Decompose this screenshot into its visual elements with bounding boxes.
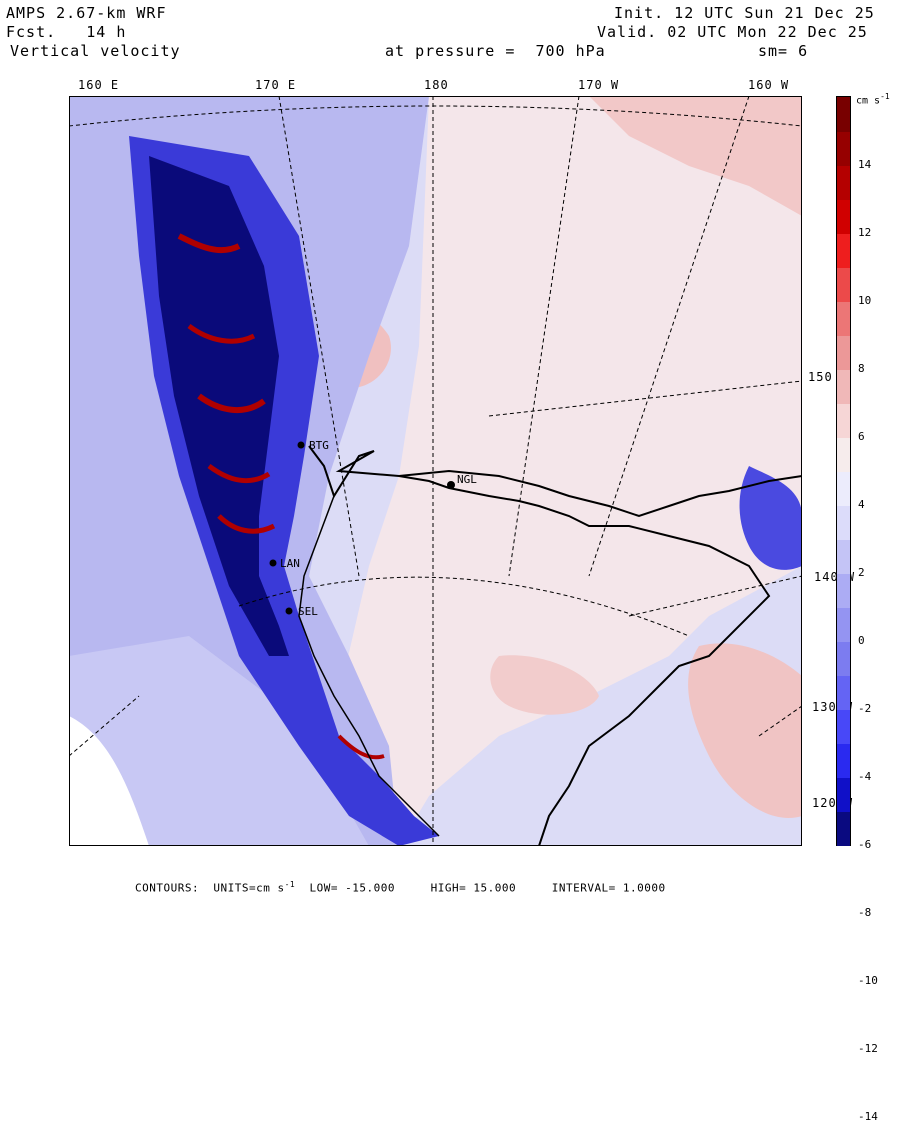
footer-high: HIGH= 15.000: [430, 881, 517, 895]
station-dot-sel: [285, 607, 293, 615]
coastline: [308, 445, 802, 518]
colorbar-unit-exp: -1: [880, 92, 890, 101]
colorbar-tick-label: -12: [858, 1042, 878, 1055]
colorbar-segment: [837, 573, 850, 608]
colorbar-tick-label: 4: [858, 498, 865, 511]
pressure-label: at pressure =: [385, 42, 516, 60]
land-white-southwest: [69, 716, 149, 846]
forecast-label: Fcst.: [6, 23, 57, 41]
colorbar-tick-label: -8: [858, 906, 872, 919]
colorbar-tick-label: 6: [858, 430, 865, 443]
east-edge-waves: [739, 466, 802, 570]
station-dot-lan: [269, 559, 277, 567]
ice-shelf-edge: [398, 475, 771, 846]
colorbar-segment: [837, 335, 850, 370]
colorbar-segment: [837, 607, 850, 642]
colorbar-segment: [837, 505, 850, 540]
field-name: Vertical velocity: [10, 42, 181, 60]
wave-crest-2: [187, 323, 256, 344]
station-label-btg: BTG: [309, 439, 329, 452]
forecast-value: 14 h: [86, 23, 127, 41]
lat-line-east-2: [628, 575, 802, 617]
positive-patch-south: [490, 655, 599, 715]
negative-region-southwest: [69, 636, 369, 846]
station-dot-btg: [297, 441, 305, 449]
model-title: AMPS 2.67-km WRF: [6, 4, 167, 22]
pressure-level: at pressure = 700 hPa: [385, 42, 606, 61]
footer: CONTOURS: UNITS=cm s-1 LOW= -15.000 HIGH…: [135, 880, 666, 895]
colorbar-segment: [837, 641, 850, 676]
colorbar-unit: cm s-1: [856, 92, 890, 106]
lon-label-160e: 160 E: [78, 78, 120, 92]
footer-units: UNITS=cm s: [213, 881, 285, 895]
colorbar-segment: [837, 709, 850, 744]
colorbar-tick-label: 12: [858, 226, 872, 239]
positive-region-north: [589, 96, 802, 216]
forecast-hour: Fcst. 14 h: [6, 23, 126, 42]
init-time: Init. 12 UTC Sun 21 Dec 25: [614, 4, 875, 22]
colorbar-tick-label: -6: [858, 838, 872, 851]
positive-patch-southeast: [688, 643, 802, 818]
positive-region-east: [319, 96, 802, 846]
footer-low: LOW= -15.000: [309, 881, 395, 895]
wave-crest-6: [337, 734, 385, 760]
lon-label-160w: 160 W: [748, 78, 790, 92]
colorbar-segment: [837, 743, 850, 778]
valid-time: Valid. 02 UTC Mon 22 Dec 25: [597, 23, 868, 41]
lat-line-east-1: [488, 380, 802, 417]
colorbar-tick-label: 0: [858, 634, 865, 647]
colorbar-segment: [837, 403, 850, 438]
colorbar-tick-label: -4: [858, 770, 872, 783]
colorbar-segment: [837, 131, 850, 166]
colorbar-unit-text: cm s: [856, 95, 881, 107]
map-frame: [69, 96, 802, 846]
colorbar-tick-label: -10: [858, 974, 878, 987]
colorbar-segment: [837, 267, 850, 302]
colorbar-segment: [837, 165, 850, 200]
lon-label-170w: 170 W: [578, 78, 620, 92]
station-label-lan: LAN: [280, 557, 300, 570]
footer-contours: CONTOURS:: [135, 881, 200, 895]
footer-interval: INTERVAL= 1.0000: [551, 881, 666, 895]
wave-crest-4: [207, 463, 271, 484]
colorbar-tick-label: 8: [858, 362, 865, 375]
lon-label-180: 180: [424, 78, 449, 92]
coast-transantarctic: [298, 495, 440, 837]
colorbar-segment: [837, 369, 850, 404]
colorbar-segment: [837, 675, 850, 710]
colorbar-tick-label: -2: [858, 702, 872, 715]
colorbar-segment: [837, 437, 850, 472]
lat-line-east-3: [758, 705, 802, 737]
wave-crest-5: [217, 514, 276, 534]
lat-circle-south: [238, 576, 690, 637]
colorbar-tick-label: -14: [858, 1110, 878, 1123]
colorbar-segment: [837, 777, 850, 812]
footer-units-exp: -1: [284, 880, 296, 889]
lon-label-170e: 170 E: [255, 78, 297, 92]
colorbar-tick-label: 2: [858, 566, 865, 579]
station-dot-ngl: [447, 481, 455, 489]
colorbar-tick-label: 10: [858, 294, 872, 307]
colorbar-tick-label: 14: [858, 158, 872, 171]
colorbar-segment: [837, 199, 850, 234]
lat-circle-north: [69, 105, 802, 127]
lat-line-southwest: [69, 695, 140, 757]
pressure-value: 700 hPa: [535, 42, 606, 60]
station-label-sel: SEL: [298, 605, 318, 618]
station-label-ngl: NGL: [457, 473, 477, 486]
wave-crest-1: [177, 233, 241, 254]
colorbar-segment: [837, 811, 850, 846]
colorbar: [836, 96, 851, 846]
smoothing-label: sm= 6: [758, 42, 809, 60]
lon-line-170w: [508, 96, 580, 577]
colorbar-segment: [837, 301, 850, 336]
colorbar-segment: [837, 539, 850, 574]
colorbar-segment: [837, 471, 850, 506]
wave-crest-3: [197, 393, 266, 414]
map-plot: [69, 96, 802, 846]
colorbar-segment: [837, 97, 850, 132]
lon-line-160w: [588, 96, 750, 577]
colorbar-segment: [837, 233, 850, 268]
